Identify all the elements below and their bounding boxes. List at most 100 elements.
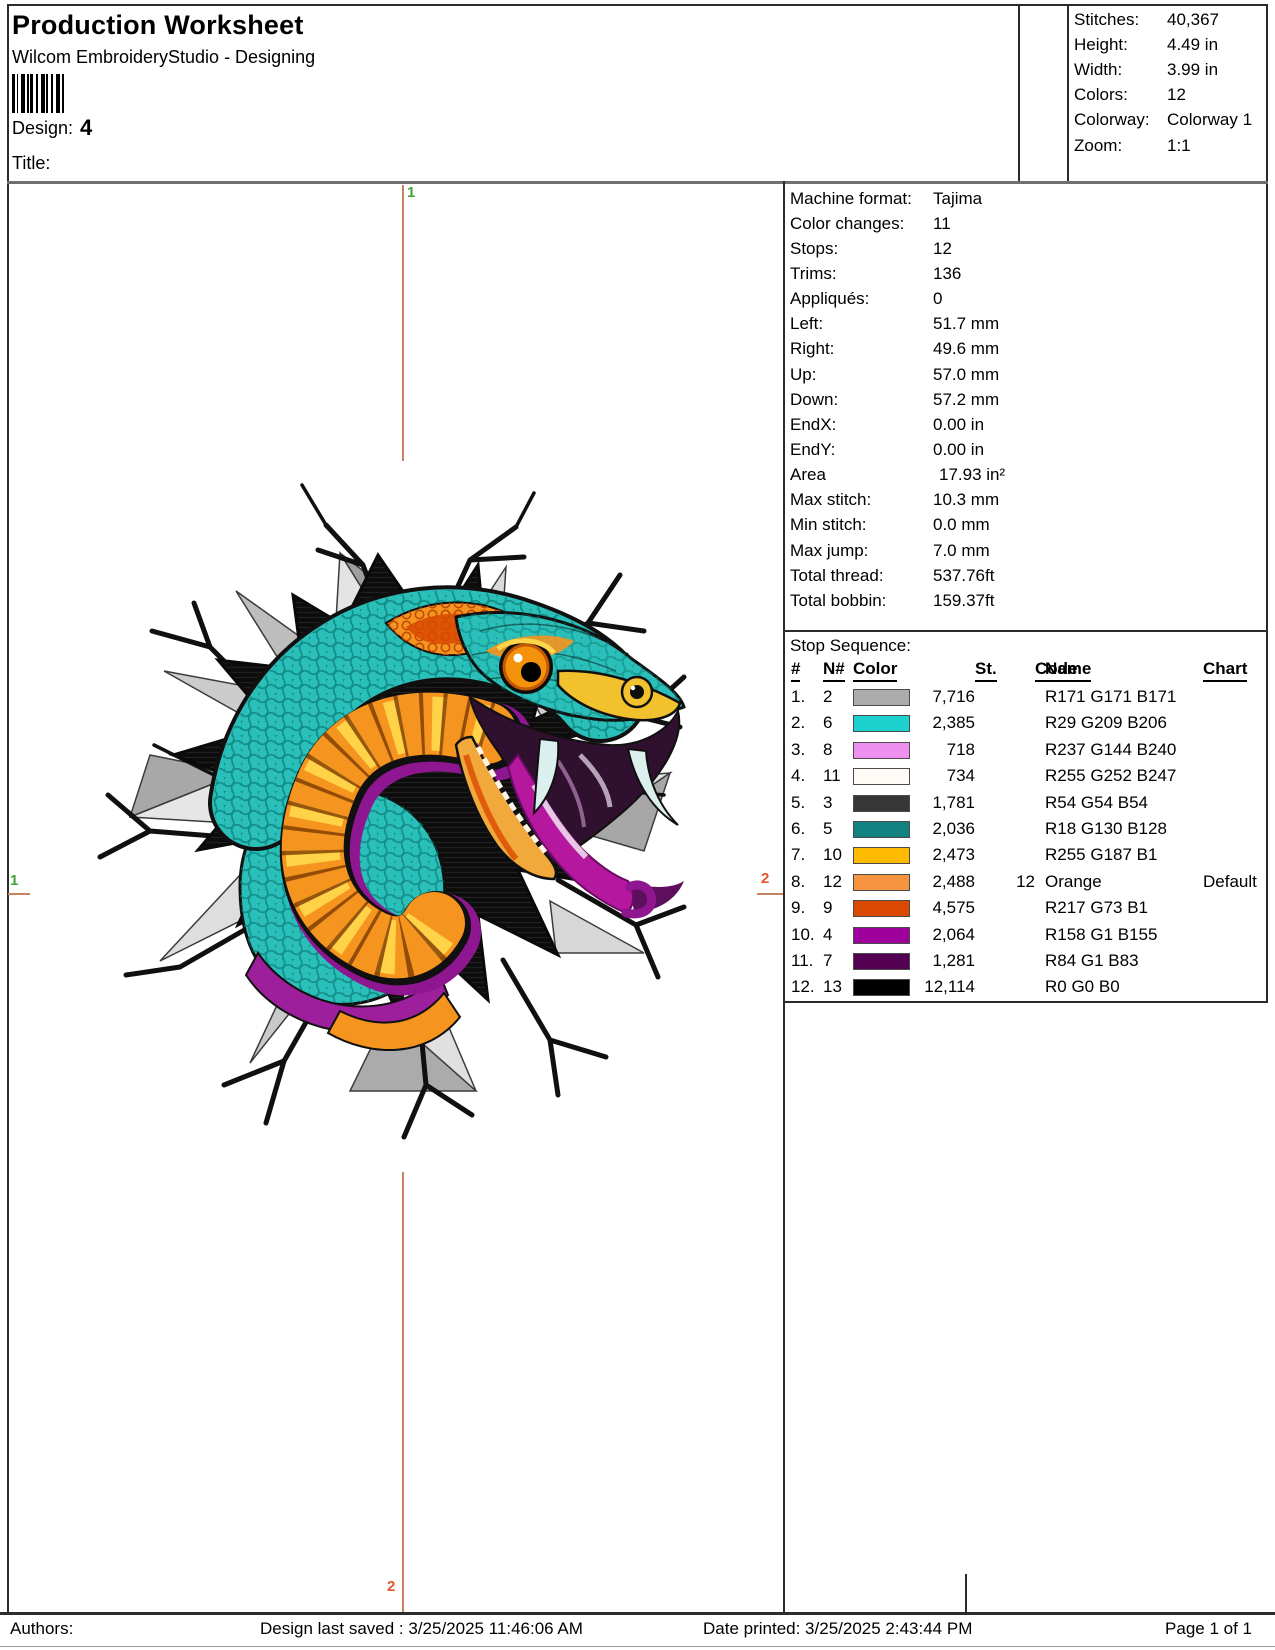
stat-label: Height: xyxy=(1074,34,1128,54)
barcode-icon xyxy=(12,74,64,113)
color-swatch xyxy=(853,847,910,865)
page-bottom-edge xyxy=(0,1646,1275,1647)
stat-label: Stitches: xyxy=(1074,9,1140,29)
table-row: 6. 5 2,036 R18 G130 B128 xyxy=(791,818,1167,838)
color-swatch xyxy=(853,873,910,891)
design-artwork xyxy=(97,483,687,1140)
stat-value: 3.99 in xyxy=(1167,59,1219,79)
column-header-chart: Chart xyxy=(1203,659,1248,682)
title-label: Title: xyxy=(12,153,51,173)
footer-rule xyxy=(0,1612,1275,1615)
table-row: 8. 12 2,488 12 Orange Default xyxy=(791,871,1257,891)
info-value: 57.0 mm xyxy=(933,364,1000,384)
stat-row: Stitches: 40,367 xyxy=(1074,7,1264,32)
stat-row: Colorway: Colorway 1 xyxy=(1074,108,1264,133)
info-value: 7.0 mm xyxy=(933,540,990,560)
header-right-border xyxy=(1018,4,1020,182)
center-guide-left-tick xyxy=(8,893,30,895)
table-row: 1. 2 7,716 R171 G171 B171 xyxy=(791,687,1177,706)
table-row: 9. 9 4,575 R217 G73 B1 xyxy=(791,898,1149,918)
table-row: 12. 13 12,114 R0 G0 B0 xyxy=(791,977,1120,997)
app-subtitle: Wilcom EmbroideryStudio - Designing xyxy=(12,47,316,67)
stop-sequence-header: # N# Color St. Code Name Chart xyxy=(783,659,1269,683)
end-marker-right: 2 xyxy=(761,870,770,887)
table-row: 7. 10 2,473 R255 G187 B1 xyxy=(791,845,1158,865)
info-value: 537.76ft xyxy=(933,565,995,585)
info-value: 0.00 in xyxy=(933,439,985,459)
center-guide-bottom xyxy=(402,1172,404,1612)
stat-label: Colors: xyxy=(1074,85,1128,105)
info-value: Tajima xyxy=(933,188,983,208)
color-swatch xyxy=(853,689,910,706)
panel-separator xyxy=(783,630,1268,632)
end-marker-bottom: 2 xyxy=(387,1578,396,1595)
footer-page-number: Page 1 of 1 xyxy=(1165,1619,1252,1638)
footer-authors: Authors: xyxy=(10,1619,74,1638)
stat-value: 1:1 xyxy=(1167,135,1191,155)
stat-value: 4.49 in xyxy=(1167,34,1219,54)
table-row: 3. 8 718 R237 G144 B240 xyxy=(791,739,1177,759)
info-value: 49.6 mm xyxy=(933,339,1000,359)
stat-row: Height: 4.49 in xyxy=(1074,32,1264,57)
stat-value: 12 xyxy=(1167,85,1186,105)
info-label: Appliqués: xyxy=(790,289,870,309)
footer-date-printed: Date printed: 3/25/2025 2:43:44 PM xyxy=(703,1619,973,1638)
table-row: 4. 11 734 R255 G252 B247 xyxy=(791,766,1177,786)
info-value: 136 xyxy=(933,263,962,283)
design-right-border xyxy=(783,181,785,1613)
right-border xyxy=(1266,4,1268,1003)
column-header-needle: N# xyxy=(823,659,845,682)
stat-row: Zoom: 1:1 xyxy=(1074,133,1264,158)
info-label: Right: xyxy=(790,339,835,359)
info-value: 57.2 mm xyxy=(933,389,1000,409)
info-value: 17.93 in² xyxy=(939,465,1006,485)
center-guide-top xyxy=(402,185,404,461)
info-label: Up: xyxy=(790,364,817,384)
start-marker-left: 1 xyxy=(10,872,19,889)
color-swatch xyxy=(853,926,910,944)
design-stats-box: Stitches: 40,367 Height: 4.49 in Width: 3.9… xyxy=(1074,7,1264,158)
info-label: Left: xyxy=(790,314,824,334)
info-value: 159.37ft xyxy=(933,590,995,610)
page-title: Production Worksheet xyxy=(12,10,304,40)
design-preview xyxy=(88,455,692,1167)
info-value: 0 xyxy=(933,289,943,309)
info-label: Total bobbin: xyxy=(790,590,887,610)
color-swatch xyxy=(853,979,910,997)
start-marker-top: 1 xyxy=(407,184,416,201)
color-swatch xyxy=(853,952,910,970)
info-label: Min stitch: xyxy=(790,515,867,535)
info-value: 10.3 mm xyxy=(933,490,1000,510)
info-value: 0.00 in xyxy=(933,414,985,434)
stat-row: Colors: 12 xyxy=(1074,83,1264,108)
stat-value: Colorway 1 xyxy=(1167,110,1253,130)
color-swatch xyxy=(853,794,910,812)
stats-box-left-border xyxy=(1067,4,1069,183)
design-number: 4 xyxy=(80,115,93,140)
info-value: 11 xyxy=(933,213,951,233)
top-rule xyxy=(7,4,1268,6)
info-value: 0.0 mm xyxy=(933,515,990,535)
info-label: Total thread: xyxy=(790,565,884,585)
stat-row: Width: 3.99 in xyxy=(1074,57,1264,82)
snake-eye xyxy=(496,638,556,694)
info-label: Stops: xyxy=(790,238,839,258)
footer-last-saved: Design last saved : 3/25/2025 11:46:06 A… xyxy=(260,1619,583,1638)
footer-tick-line xyxy=(965,1574,967,1613)
info-value: 12 xyxy=(933,238,952,258)
color-swatch xyxy=(853,900,910,918)
stop-sequence-title: Stop Sequence: xyxy=(790,636,911,655)
table-row: 2. 6 2,385 R29 G209 B206 xyxy=(791,713,1167,733)
table-row: 10. 4 2,064 R158 G1 B155 xyxy=(791,924,1158,944)
info-label: Area xyxy=(790,465,826,485)
stat-label: Zoom: xyxy=(1074,135,1123,155)
info-label: Max jump: xyxy=(790,540,869,560)
info-label: Machine format: xyxy=(790,188,912,208)
stat-label: Width: xyxy=(1074,59,1123,79)
column-header-num: # xyxy=(791,659,801,682)
table-row: 5. 3 1,781 R54 G54 B54 xyxy=(791,792,1149,812)
design-label: Design: xyxy=(12,118,74,138)
color-swatch xyxy=(853,715,910,733)
left-border xyxy=(7,4,9,1613)
